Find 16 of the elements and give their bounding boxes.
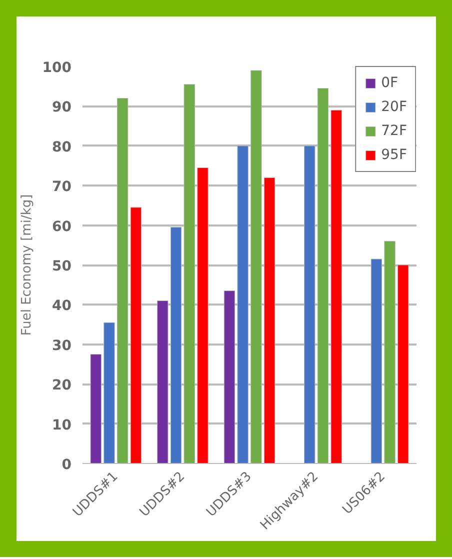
y-tick-label: 100 bbox=[42, 60, 72, 76]
y-axis-title: Fuel Economy [mi/kg] bbox=[19, 194, 34, 336]
legend-label: 95F bbox=[381, 147, 407, 163]
y-tick-label: 80 bbox=[52, 139, 72, 156]
y-tick-label: 0 bbox=[62, 457, 72, 473]
legend-label: 20F bbox=[381, 99, 407, 115]
y-tick-label: 50 bbox=[52, 258, 72, 274]
y-tick-label: 70 bbox=[52, 179, 72, 196]
y-tick-label: 20 bbox=[52, 378, 72, 394]
y-tick-label: 60 bbox=[52, 218, 72, 235]
legend-label: 0F bbox=[381, 75, 400, 91]
y-tick-label: 30 bbox=[52, 338, 72, 354]
y-tick-label: 40 bbox=[52, 298, 72, 314]
y-tick-label: 10 bbox=[52, 417, 72, 434]
legend-label: 72F bbox=[381, 123, 407, 139]
y-tick-label: 90 bbox=[52, 100, 72, 116]
